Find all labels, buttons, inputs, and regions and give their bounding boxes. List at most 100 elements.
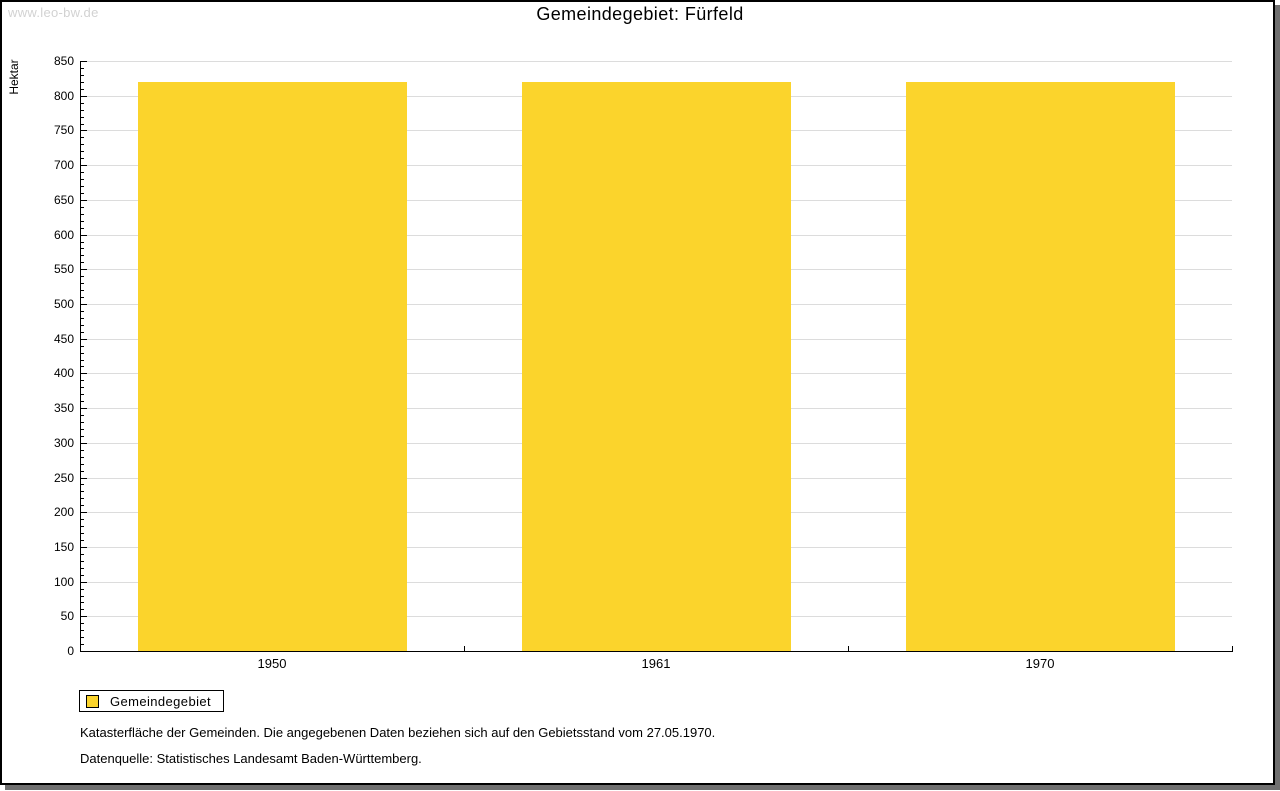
y-tick-label: 300	[53, 435, 74, 450]
bar[interactable]	[521, 81, 791, 651]
y-tick-label: 600	[53, 227, 74, 242]
y-major-tick	[80, 616, 87, 618]
y-minor-tick	[80, 102, 84, 104]
y-tick-label: 750	[53, 123, 74, 138]
y-minor-tick	[80, 463, 84, 465]
x-tick-label: 1970	[1025, 656, 1055, 671]
y-minor-tick	[80, 248, 84, 250]
y-major-tick	[80, 408, 87, 410]
y-axis-line	[80, 61, 81, 652]
y-minor-tick	[80, 137, 84, 139]
y-major-tick	[80, 581, 87, 583]
y-minor-tick	[80, 637, 84, 639]
y-minor-tick	[80, 560, 84, 562]
y-major-tick	[80, 546, 87, 548]
y-major-tick	[80, 234, 87, 236]
y-tick-label: 650	[53, 192, 74, 207]
y-major-tick	[80, 95, 87, 97]
bar[interactable]	[905, 81, 1175, 651]
x-axis-line	[80, 651, 1233, 652]
y-major-tick	[80, 303, 87, 305]
y-minor-tick	[80, 74, 84, 76]
x-tick-label: 1950	[257, 656, 287, 671]
y-minor-tick	[80, 144, 84, 146]
y-minor-tick	[80, 588, 84, 590]
y-minor-tick	[80, 262, 84, 264]
y-tick-label: 350	[53, 401, 74, 416]
y-major-tick	[80, 477, 87, 479]
y-minor-tick	[80, 526, 84, 528]
y-tick-label: 850	[53, 54, 74, 68]
y-minor-tick	[80, 241, 84, 243]
y-minor-tick	[80, 206, 84, 208]
y-minor-tick	[80, 630, 84, 632]
y-minor-tick	[80, 151, 84, 153]
y-tick-label: 500	[53, 296, 74, 311]
y-minor-tick	[80, 67, 84, 69]
y-minor-tick	[80, 387, 84, 389]
y-tick-label: 100	[53, 574, 74, 589]
x-tick	[1232, 646, 1233, 651]
y-minor-tick	[80, 317, 84, 319]
y-minor-tick	[80, 519, 84, 521]
y-minor-tick	[80, 88, 84, 90]
y-tick-label: 800	[53, 88, 74, 103]
y-minor-tick	[80, 81, 84, 83]
y-minor-tick	[80, 116, 84, 118]
y-major-tick	[80, 130, 87, 132]
y-minor-tick	[80, 192, 84, 194]
y-minor-tick	[80, 595, 84, 597]
y-tick-label: 200	[53, 505, 74, 520]
y-minor-tick	[80, 331, 84, 333]
y-major-tick	[80, 269, 87, 271]
y-tick-label: 450	[53, 331, 74, 346]
y-minor-tick	[80, 123, 84, 125]
y-minor-tick	[80, 290, 84, 292]
y-tick-label: 150	[53, 539, 74, 554]
legend-box[interactable]: Gemeindegebiet	[79, 690, 224, 712]
footnote-line: Katasterfläche der Gemeinden. Die angege…	[80, 725, 716, 740]
y-major-tick	[80, 442, 87, 444]
y-minor-tick	[80, 505, 84, 507]
y-minor-tick	[80, 470, 84, 472]
x-tick-label: 1961	[641, 656, 671, 671]
y-minor-tick	[80, 352, 84, 354]
y-minor-tick	[80, 380, 84, 382]
y-axis-title: Hektar	[7, 59, 21, 95]
y-major-tick	[80, 199, 87, 201]
y-minor-tick	[80, 533, 84, 534]
y-minor-tick	[80, 366, 84, 368]
y-minor-tick	[80, 574, 84, 576]
y-minor-tick	[80, 456, 84, 458]
y-major-tick	[80, 61, 87, 62]
y-minor-tick	[80, 435, 84, 437]
y-tick-label: 50	[60, 609, 74, 624]
y-minor-tick	[80, 310, 84, 312]
y-minor-tick	[80, 498, 84, 500]
watermark: www.leo-bw.de	[8, 5, 99, 20]
y-minor-tick	[80, 227, 84, 229]
y-minor-tick	[80, 421, 84, 423]
y-tick-label: 0	[67, 644, 74, 658]
y-minor-tick	[80, 345, 84, 347]
y-major-tick	[80, 165, 87, 167]
y-minor-tick	[80, 359, 84, 361]
y-minor-tick	[80, 484, 84, 486]
y-minor-tick	[80, 401, 84, 403]
y-minor-tick	[80, 415, 84, 416]
chart-title: Gemeindegebiet: Fürfeld	[536, 4, 744, 24]
bar[interactable]	[137, 81, 407, 651]
y-tick-label: 250	[53, 470, 74, 485]
y-major-tick	[80, 338, 87, 340]
x-tick	[848, 646, 849, 651]
legend-label: Gemeindegebiet	[110, 693, 211, 709]
y-tick-label: 700	[53, 158, 74, 173]
x-tick	[464, 646, 465, 651]
y-minor-tick	[80, 449, 84, 451]
y-minor-tick	[80, 109, 84, 111]
y-minor-tick	[80, 491, 84, 493]
y-minor-tick	[80, 623, 84, 625]
y-minor-tick	[80, 179, 84, 180]
y-tick-label: 550	[53, 262, 74, 277]
